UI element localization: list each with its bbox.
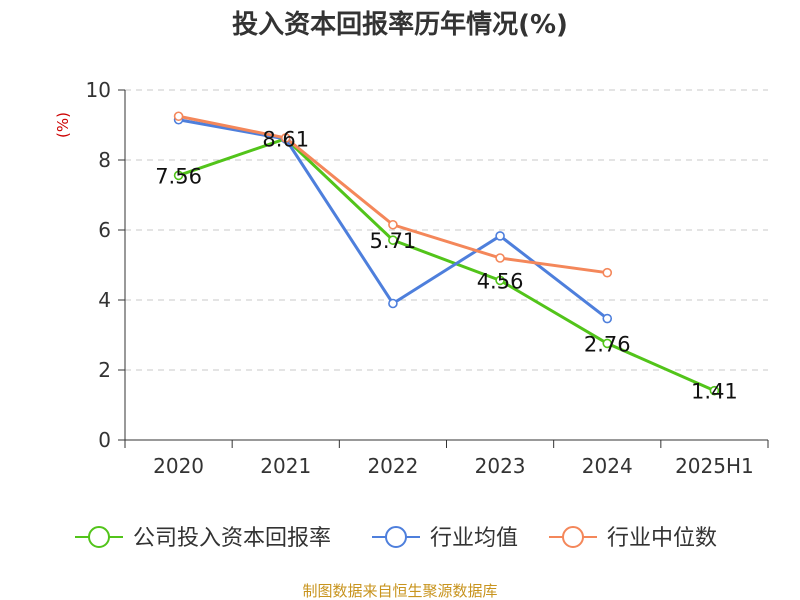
- legend-item-0[interactable]: 公司投入资本回报率: [75, 526, 331, 551]
- series-point-2: [602, 267, 613, 278]
- source-note: 制图数据来自恒生聚源数据库: [302, 582, 497, 600]
- series-point-2: [280, 133, 291, 143]
- legend-label: 公司投入资本回报率: [133, 526, 331, 551]
- series-point-2: [173, 111, 184, 122]
- grid-lines: [125, 89, 768, 371]
- series-point-0: [495, 275, 505, 286]
- y-tick-label: 2: [98, 358, 111, 382]
- series-point-0: [602, 338, 613, 349]
- legend-swatch-marker: [385, 526, 407, 548]
- y-tick-label: 0: [98, 428, 111, 452]
- legend-label: 行业中位数: [607, 526, 717, 551]
- data-labels: 7.56 8.61 5.71 4.56 2.76 1.41: [155, 128, 738, 404]
- legend-label: 行业均值: [430, 526, 518, 551]
- legend-swatch-marker: [562, 526, 584, 548]
- legend-swatch-marker: [88, 526, 110, 548]
- series-point-0: [388, 235, 398, 245]
- x-tick-label: 2024: [582, 454, 633, 478]
- series-line-0: [178, 137, 716, 393]
- data-label: 4.56: [477, 269, 524, 293]
- series-point-2: [495, 253, 505, 263]
- data-label: 8.61: [262, 128, 309, 152]
- series-point-0: [709, 385, 720, 396]
- series-line-1: [178, 118, 609, 320]
- series-layer: [173, 111, 720, 396]
- data-label: 1.41: [691, 380, 738, 404]
- axes: 0 2 4 6 8 10 2020 2021 2022 2023 2024 2025H1: [86, 78, 769, 478]
- chart-title: 投入资本回报率历年情况(%): [232, 9, 568, 40]
- series-point-1: [602, 313, 613, 324]
- x-tick-label: 2023: [475, 454, 526, 478]
- x-tick-label: 2021: [260, 454, 311, 478]
- data-label: 5.71: [370, 229, 417, 253]
- legend-item-2[interactable]: 行业中位数: [549, 526, 717, 551]
- y-axis-label: (%): [54, 112, 72, 138]
- series-point-2: [388, 219, 398, 230]
- data-label: 2.76: [584, 332, 631, 356]
- y-tick-label: 6: [98, 218, 111, 242]
- x-tick-label: 2025H1: [675, 454, 754, 478]
- series-point-1: [388, 298, 398, 309]
- y-tick-label: 8: [98, 148, 111, 172]
- x-tick-label: 2020: [153, 454, 204, 478]
- legend[interactable]: 公司投入资本回报率 行业均值 行业中位数: [75, 526, 717, 551]
- y-tick-label: 10: [86, 78, 111, 102]
- y-tick-label: 4: [98, 288, 111, 312]
- series-point-0: [173, 170, 184, 181]
- x-tick-label: 2022: [367, 454, 418, 478]
- legend-item-1[interactable]: 行业均值: [372, 526, 518, 551]
- series-point-1: [495, 231, 505, 241]
- data-label: 7.56: [155, 164, 202, 188]
